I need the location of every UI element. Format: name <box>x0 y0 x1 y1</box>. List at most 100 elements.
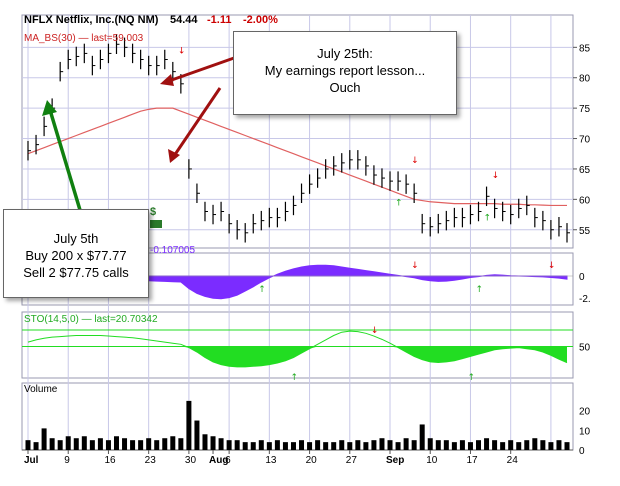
volume-bar <box>194 420 200 450</box>
change-pct-label: -2.00% <box>243 14 278 26</box>
volume-bar <box>146 438 152 450</box>
volume-bar <box>299 440 305 450</box>
sell-signal-icon: ↓ <box>492 171 500 181</box>
sell-signal-icon: ↓ <box>411 156 419 166</box>
sto-tick-label: 50 <box>579 343 591 354</box>
volume-bar <box>130 440 136 450</box>
volume-bar <box>154 440 160 450</box>
dollar-sign-icon: $ <box>150 206 162 228</box>
volume-bar <box>290 442 296 450</box>
volume-bar <box>73 438 79 450</box>
x-tick-label: 30 <box>185 455 197 466</box>
panel-frame-sto <box>21 311 574 379</box>
volume-bar <box>105 440 111 450</box>
volume-bar <box>467 442 473 450</box>
volume-bar <box>411 440 417 450</box>
volume-bar <box>476 440 482 450</box>
volume-bar <box>516 442 522 450</box>
volume-bar <box>65 436 71 450</box>
arrowhead-july25-b <box>168 149 180 163</box>
sell-signal-icon: ↓ <box>411 261 419 271</box>
mf-tick-label: 0 <box>579 272 585 283</box>
volume-bar <box>81 436 87 450</box>
arrowhead-july25-a <box>160 74 174 86</box>
buy-signal-icon: ↑ <box>476 285 484 295</box>
x-tick-label: 27 <box>346 455 358 466</box>
volume-bar <box>234 440 240 450</box>
ticker-label: NFLX Netflix, Inc.(NQ NM) <box>24 14 159 26</box>
sto-legend: STO(14,5,0) — last=20.70342 <box>24 314 158 325</box>
volume-bar <box>282 442 288 450</box>
annotation-arrows <box>42 56 235 211</box>
volume-bar <box>25 440 31 450</box>
sto-oversold-fill <box>28 346 567 367</box>
volume-bar <box>387 440 393 450</box>
price-tick-label: 55 <box>579 226 591 237</box>
volume-bar <box>371 440 377 450</box>
buy-signal-icon: ↑ <box>395 198 403 208</box>
callout-july5-line1: July 5th <box>53 231 99 246</box>
volume-bar <box>540 440 546 450</box>
volume-bar <box>347 442 353 450</box>
arrow-july25-b <box>172 87 222 157</box>
volume-bar <box>323 442 329 450</box>
volume-bar <box>363 442 369 450</box>
volume-bar <box>49 438 55 450</box>
callout-july5-line2: Buy 200 x $77.77 <box>25 248 127 263</box>
arrowhead-july5 <box>42 100 57 116</box>
callout-july25-line3: Ouch <box>329 80 361 95</box>
volume-bar <box>242 442 248 450</box>
x-tick-label: 16 <box>104 455 116 466</box>
buy-signal-icon: ↑ <box>258 285 266 295</box>
volume-tick-label: 0 <box>579 446 585 457</box>
volume-bar <box>97 438 103 450</box>
price-tick-label: 85 <box>579 43 591 54</box>
volume-tick-label: 10 <box>579 426 591 437</box>
volume-bar <box>250 442 256 450</box>
volume-bar <box>443 440 449 450</box>
mf-value-label: -0.107005 <box>150 245 195 256</box>
volume-bar <box>532 438 538 450</box>
x-tick-label: 17 <box>466 455 478 466</box>
buy-signal-icon: ↑ <box>484 214 492 224</box>
volume-bar <box>41 428 47 450</box>
volume-bar <box>113 436 119 450</box>
volume-bar <box>138 440 144 450</box>
volume-bar <box>89 440 95 450</box>
callout-july25-line2: My earnings report lesson... <box>264 63 426 78</box>
svg-text:$: $ <box>150 206 156 218</box>
volume-bar <box>170 436 176 450</box>
ma-legend: MA_BS(30) — last=59.003 <box>24 33 144 44</box>
volume-bar <box>226 440 232 450</box>
price-label: 54.44 <box>170 14 198 26</box>
sell-signal-icon: ↓ <box>178 46 186 56</box>
price-tick-label: 80 <box>579 74 591 85</box>
volume-bar <box>500 442 506 450</box>
x-tick-label: 10 <box>426 455 438 466</box>
callout-july25-line1: July 25th: <box>317 46 373 61</box>
x-tick-label: Aug <box>209 455 228 466</box>
volume-bar <box>258 440 264 450</box>
volume-bar <box>427 438 433 450</box>
buy-signal-icon: ↑ <box>290 373 298 383</box>
buy-signal-icon: ↑ <box>467 373 475 383</box>
x-tick-label: Jul <box>24 455 39 466</box>
x-tick-label: 13 <box>265 455 277 466</box>
x-tick-label: 9 <box>64 455 70 466</box>
volume-bar <box>564 442 570 450</box>
arrow-july25-a <box>165 56 235 84</box>
callout-july25: July 25th: My earnings report lesson... … <box>233 31 457 115</box>
volume-bar <box>435 440 441 450</box>
panel-frame-vol <box>21 382 574 451</box>
volume-bar <box>33 442 39 450</box>
volume-bar <box>178 438 184 450</box>
ma-line <box>27 107 568 207</box>
volume-bar <box>492 440 498 450</box>
price-tick-label: 65 <box>579 165 591 176</box>
volume-bar <box>451 442 457 450</box>
volume-bar <box>379 438 385 450</box>
volume-bar <box>459 440 465 450</box>
volume-bar <box>186 400 192 450</box>
volume-tick-label: 20 <box>579 407 591 418</box>
